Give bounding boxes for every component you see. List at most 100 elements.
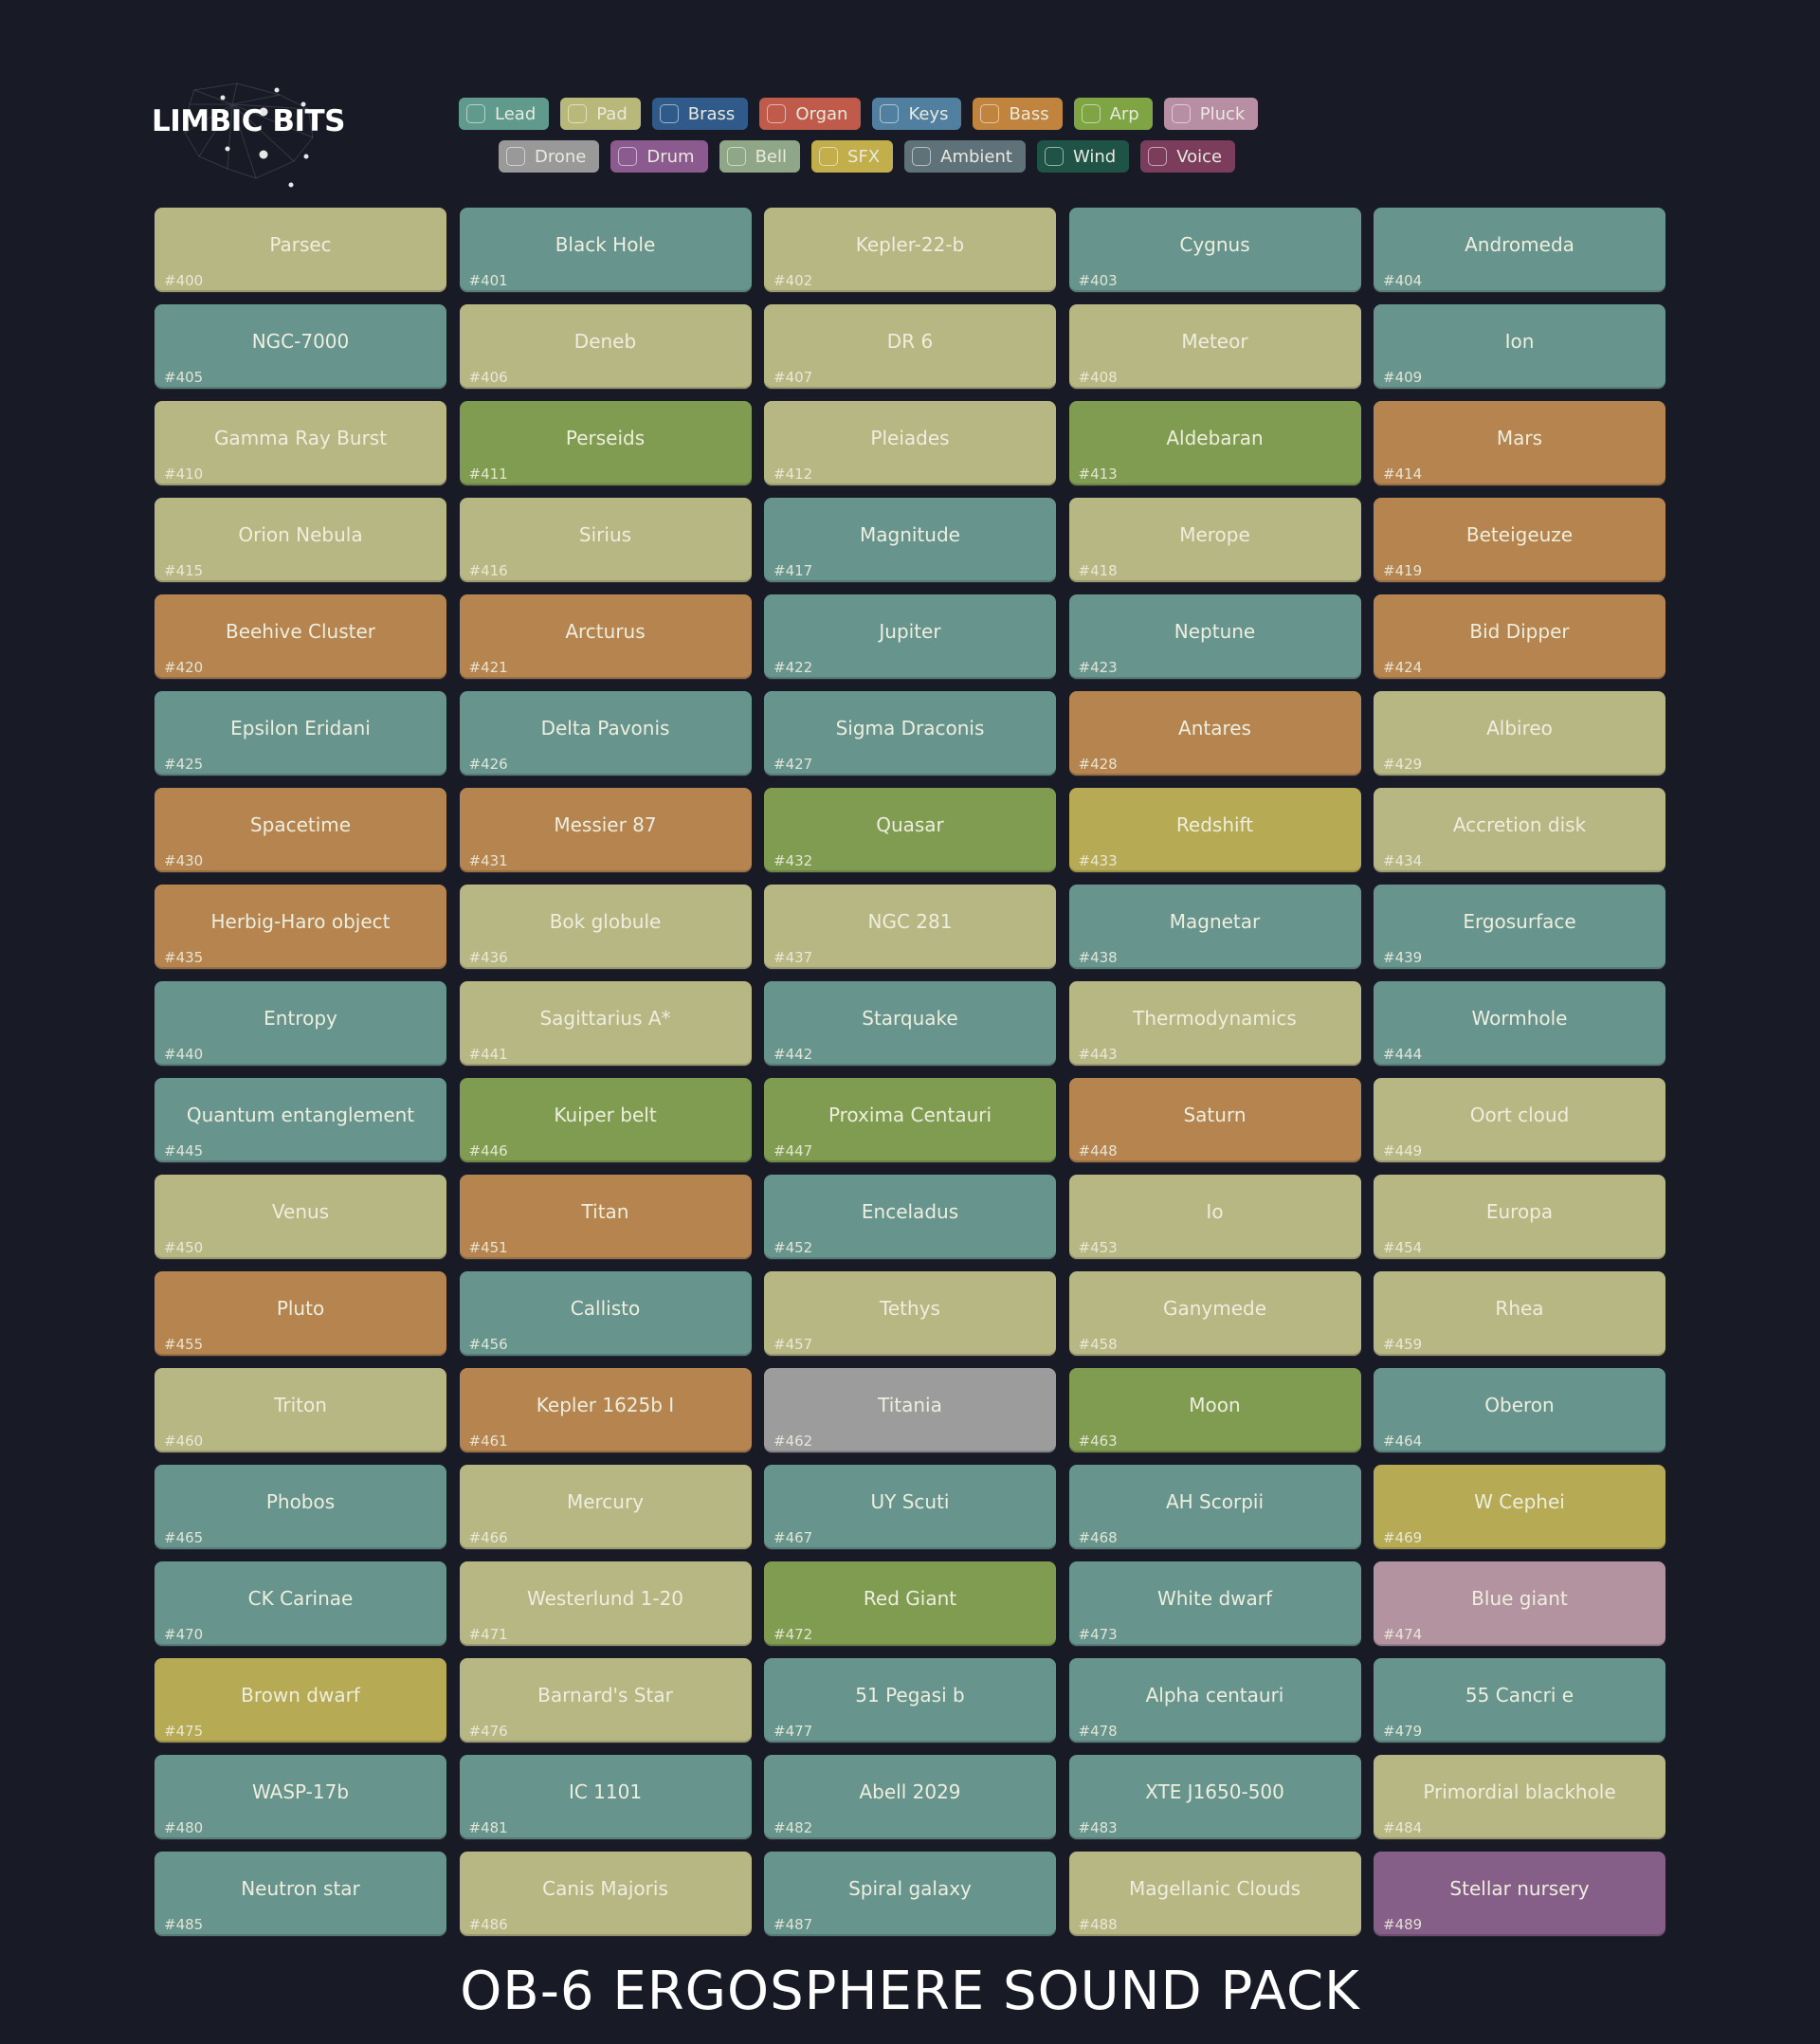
patch-tile[interactable]: Primordial blackhole #484 [1374,1755,1665,1839]
patch-tile[interactable]: Thermodynamics #443 [1068,981,1361,1066]
checkbox-icon[interactable] [767,104,787,123]
filter-chip-keys[interactable]: Keys [872,98,962,130]
patch-tile[interactable]: Sagittarius A* #441 [459,981,752,1066]
patch-tile[interactable]: IC 1101 #481 [459,1755,752,1839]
filter-chip-drone[interactable]: Drone [499,140,600,173]
checkbox-icon[interactable] [568,104,588,123]
patch-tile[interactable]: Quasar #432 [764,788,1056,872]
patch-tile[interactable]: Red Giant #472 [764,1561,1056,1646]
patch-tile[interactable]: Kepler 1625b I #461 [459,1368,752,1452]
patch-tile[interactable]: 51 Pegasi b #477 [764,1658,1056,1743]
patch-tile[interactable]: UY Scuti #467 [764,1465,1056,1549]
patch-tile[interactable]: WASP-17b #480 [155,1755,446,1839]
patch-tile[interactable]: DR 6 #407 [764,304,1056,389]
patch-tile[interactable]: Magellanic Clouds #488 [1068,1852,1361,1936]
patch-tile[interactable]: Andromeda #404 [1374,208,1665,292]
checkbox-icon[interactable] [618,147,638,166]
patch-tile[interactable]: Titan #451 [459,1175,752,1259]
patch-tile[interactable]: Entropy #440 [155,981,446,1066]
patch-tile[interactable]: Magnetar #438 [1068,885,1361,969]
patch-tile[interactable]: Accretion disk #434 [1374,788,1665,872]
filter-chip-sfx[interactable]: SFX [811,140,894,173]
patch-tile[interactable]: Starquake #442 [764,981,1056,1066]
patch-tile[interactable]: Phobos #465 [155,1465,446,1549]
filter-chip-organ[interactable]: Organ [759,98,862,130]
patch-tile[interactable]: Deneb #406 [459,304,752,389]
patch-tile[interactable]: Ion #409 [1374,304,1665,389]
filter-chip-bass[interactable]: Bass [973,98,1063,130]
patch-tile[interactable]: Proxima Centauri #447 [764,1078,1056,1162]
patch-tile[interactable]: Oort cloud #449 [1374,1078,1665,1162]
patch-tile[interactable]: Sirius #416 [459,498,752,582]
checkbox-icon[interactable] [726,147,746,166]
patch-tile[interactable]: Ganymede #458 [1068,1271,1361,1356]
patch-tile[interactable]: Cygnus #403 [1068,208,1361,292]
patch-tile[interactable]: Barnard's Star #476 [459,1658,752,1743]
checkbox-icon[interactable] [1148,147,1168,166]
patch-tile[interactable]: White dwarf #473 [1068,1561,1361,1646]
patch-tile[interactable]: Abell 2029 #482 [764,1755,1056,1839]
patch-tile[interactable]: Alpha centauri #478 [1068,1658,1361,1743]
patch-tile[interactable]: Pleiades #412 [764,401,1056,485]
checkbox-icon[interactable] [506,147,525,166]
patch-tile[interactable]: Redshift #433 [1068,788,1361,872]
patch-tile[interactable]: 55 Cancri e #479 [1374,1658,1665,1743]
filter-chip-lead[interactable]: Lead [459,98,550,130]
patch-tile[interactable]: Beteigeuze #419 [1374,498,1665,582]
patch-tile[interactable]: Oberon #464 [1374,1368,1665,1452]
patch-tile[interactable]: Bok globule #436 [459,885,752,969]
patch-tile[interactable]: Neptune #423 [1068,594,1361,679]
patch-tile[interactable]: Titania #462 [764,1368,1056,1452]
patch-tile[interactable]: Ergosurface #439 [1374,885,1665,969]
patch-tile[interactable]: Venus #450 [155,1175,446,1259]
patch-tile[interactable]: Magnitude #417 [764,498,1056,582]
patch-tile[interactable]: Epsilon Eridani #425 [155,691,446,776]
checkbox-icon[interactable] [980,104,1000,123]
filter-chip-arp[interactable]: Arp [1073,98,1153,130]
filter-chip-voice[interactable]: Voice [1140,140,1236,173]
patch-tile[interactable]: Brown dwarf #475 [155,1658,446,1743]
patch-tile[interactable]: Gamma Ray Burst #410 [155,401,446,485]
filter-chip-pluck[interactable]: Pluck [1163,98,1259,130]
patch-tile[interactable]: CK Carinae #470 [155,1561,446,1646]
patch-tile[interactable]: AH Scorpii #468 [1068,1465,1361,1549]
patch-tile[interactable]: Herbig-Haro object #435 [155,885,446,969]
checkbox-icon[interactable] [1044,147,1064,166]
patch-tile[interactable]: Canis Majoris #486 [459,1852,752,1936]
patch-tile[interactable]: Beehive Cluster #420 [155,594,446,679]
patch-tile[interactable]: NGC-7000 #405 [155,304,446,389]
filter-chip-brass[interactable]: Brass [651,98,749,130]
patch-tile[interactable]: Enceladus #452 [764,1175,1056,1259]
patch-tile[interactable]: Triton #460 [155,1368,446,1452]
patch-tile[interactable]: Mars #414 [1374,401,1665,485]
filter-chip-bell[interactable]: Bell [719,140,801,173]
patch-tile[interactable]: Spacetime #430 [155,788,446,872]
patch-tile[interactable]: Messier 87 #431 [459,788,752,872]
checkbox-icon[interactable] [880,104,900,123]
patch-tile[interactable]: NGC 281 #437 [764,885,1056,969]
patch-tile[interactable]: Antares #428 [1068,691,1361,776]
filter-chip-drum[interactable]: Drum [610,140,708,173]
patch-tile[interactable]: Io #453 [1068,1175,1361,1259]
patch-tile[interactable]: W Cephei #469 [1374,1465,1665,1549]
patch-tile[interactable]: Callisto #456 [459,1271,752,1356]
checkbox-icon[interactable] [1171,104,1191,123]
patch-tile[interactable]: XTE J1650-500 #483 [1068,1755,1361,1839]
patch-tile[interactable]: Albireo #429 [1374,691,1665,776]
patch-tile[interactable]: Bid Dipper #424 [1374,594,1665,679]
patch-tile[interactable]: Delta Pavonis #426 [459,691,752,776]
patch-tile[interactable]: Westerlund 1-20 #471 [459,1561,752,1646]
checkbox-icon[interactable] [912,147,932,166]
patch-tile[interactable]: Perseids #411 [459,401,752,485]
checkbox-icon[interactable] [1081,104,1101,123]
patch-tile[interactable]: Saturn #448 [1068,1078,1361,1162]
patch-tile[interactable]: Orion Nebula #415 [155,498,446,582]
patch-tile[interactable]: Parsec #400 [155,208,446,292]
patch-tile[interactable]: Jupiter #422 [764,594,1056,679]
patch-tile[interactable]: Arcturus #421 [459,594,752,679]
patch-tile[interactable]: Moon #463 [1068,1368,1361,1452]
patch-tile[interactable]: Neutron star #485 [155,1852,446,1936]
patch-tile[interactable]: Stellar nursery #489 [1374,1852,1665,1936]
patch-tile[interactable]: Merope #418 [1068,498,1361,582]
patch-tile[interactable]: Wormhole #444 [1374,981,1665,1066]
